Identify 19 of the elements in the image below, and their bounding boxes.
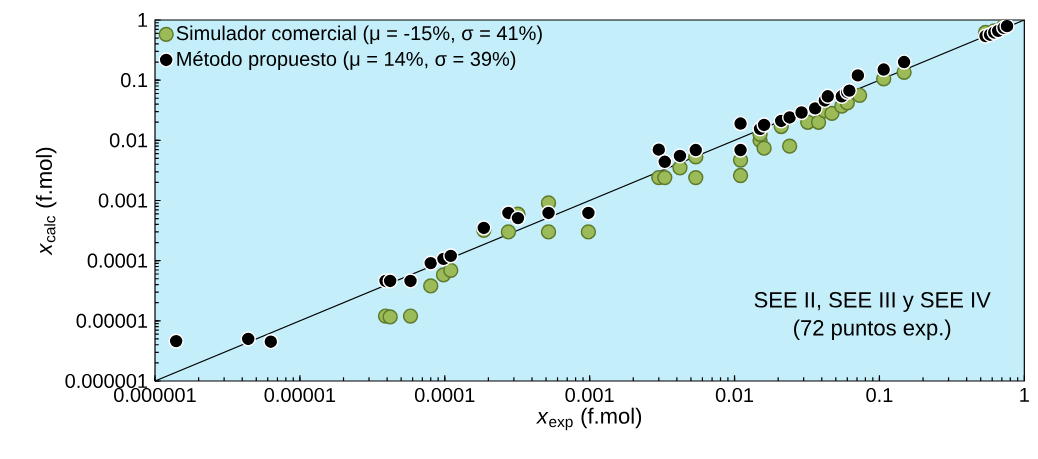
y-tick-label: 0.000001	[65, 373, 148, 389]
x-tick-label: 0.00001	[264, 387, 336, 403]
y-tick-label: 1	[138, 13, 148, 27]
y-tick-label: 0.1	[121, 73, 148, 88]
legend-label: Método propuesto (μ = 14%, σ = 39%)	[177, 51, 516, 70]
x-tick-label: 0.1	[866, 387, 893, 403]
y-tick-label: 0.0001	[87, 253, 148, 268]
x-tick-label: 0.01	[715, 387, 754, 403]
x-tick-label: 0.0001	[414, 387, 475, 403]
x-axis-title: x$_{exp}$ (f.mol)	[535, 407, 642, 431]
legend-label: Simulador comercial (μ = -15%, σ = 41%)	[176, 25, 542, 45]
annotation: SEE II, SEE III y SEE IV	[754, 292, 991, 312]
x-tick-label: 1	[1020, 387, 1029, 402]
x-tick-label: 0.001	[565, 387, 614, 403]
y-tick-label: 0.00001	[76, 313, 148, 328]
y-tick-label: 0.01	[109, 133, 148, 148]
annotation: (72 puntos exp.)	[794, 319, 951, 340]
y-tick-label: 0.001	[98, 193, 148, 208]
y-axis-title: x$_{calc}$ (f.mol)	[35, 147, 57, 256]
